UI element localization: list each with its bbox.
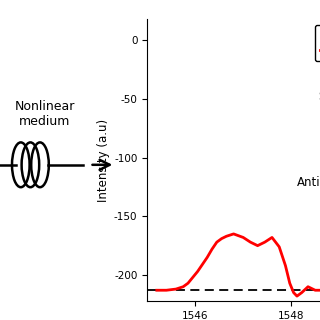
Legend: Inp, Ou: Inp, Ou xyxy=(315,25,320,61)
Y-axis label: Intensity (a.u): Intensity (a.u) xyxy=(97,118,110,202)
Text: Sig
pu: Sig pu xyxy=(318,90,320,118)
Text: Anti-sto: Anti-sto xyxy=(297,176,320,189)
Text: Nonlinear
medium: Nonlinear medium xyxy=(15,100,75,128)
